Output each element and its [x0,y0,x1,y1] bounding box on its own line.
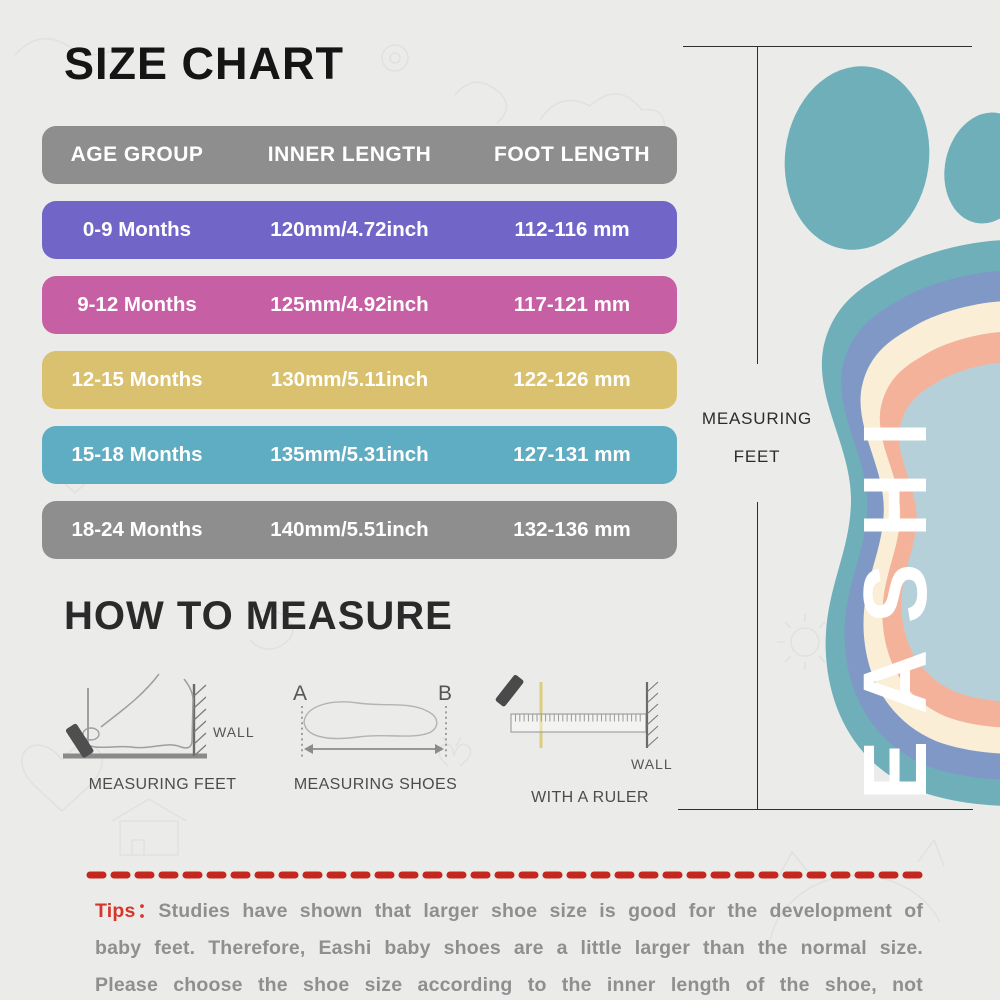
brand-text: EASHI [846,395,946,800]
measuring-feet-illustration: WALL MEASURING FEET [55,670,270,794]
tips-label: Tips： [95,900,159,922]
table-row: 12-15 Months 130mm/5.11inch 122-126 mm [42,351,677,409]
cell-inner: 135mm/5.31inch [270,443,429,466]
cell-age: 15-18 Months [71,443,203,466]
table-row: 9-12 Months 125mm/4.92inch 117-121 mm [42,276,677,334]
column-age-group: AGE GROUP [70,143,204,166]
cell-inner: 140mm/5.51inch [270,518,429,541]
measuring-shoes-label: MEASURING SHOES [293,776,458,793]
wall-label: WALL [213,724,255,740]
page-title: SIZE CHART [64,38,344,89]
tips-paragraph: Tips：Studies have shown that larger shoe… [95,893,923,1000]
column-foot-length: FOOT LENGTH [494,143,650,166]
measuring-shoes-drawing: A B [293,682,452,758]
measuring-feet-label: MEASURING FEET [88,776,237,793]
panel-border-top [683,46,972,48]
cell-age: 0-9 Months [82,218,192,241]
panel-border-bottom [678,809,973,811]
point-a-label: A [293,682,307,705]
table-row: 15-18 Months 135mm/5.31inch 127-131 mm [42,426,677,484]
with-a-ruler-illustration: WALL WITH A RULER [495,670,685,807]
cell-inner: 125mm/4.92inch [270,293,429,316]
cell-inner: 120mm/4.72inch [270,218,429,241]
cell-inner: 130mm/5.11inch [270,368,429,391]
measuring-shoes-illustration: A B MEASURING SHOES [288,670,463,794]
wall-label: WALL [631,756,673,772]
panel-border-left-upper [757,46,759,364]
cell-age: 18-24 Months [71,518,203,541]
cell-age: 12-15 Months [71,368,203,391]
cell-foot: 122-126 mm [513,368,631,391]
panel-measuring-feet-label: MEASURING FEET [692,400,822,476]
second-toe [944,112,1000,224]
dashed-divider [86,871,924,879]
pencil-icon [495,675,524,707]
panel-label-line2: FEET [733,447,781,466]
footprint-artwork: EASHI [784,66,1000,806]
point-b-label: B [438,682,452,705]
cell-foot: 117-121 mm [513,293,631,316]
how-to-measure-title: HOW TO MEASURE [64,594,453,638]
tips-text: Studies have shown that larger shoe size… [95,900,924,996]
cell-foot: 132-136 mm [513,518,631,541]
size-table: AGE GROUP INNER LENGTH FOOT LENGTH 0-9 M… [42,126,677,576]
pencil-icon [65,723,94,758]
measuring-feet-drawing: WALL [63,673,255,759]
with-a-ruler-label: WITH A RULER [531,789,649,806]
big-toe [784,66,930,250]
panel-label-line1: MEASURING [701,409,813,428]
cell-foot: 112-116 mm [514,218,630,241]
table-header-row: AGE GROUP INNER LENGTH FOOT LENGTH [42,126,677,184]
column-inner-length: INNER LENGTH [267,143,432,166]
cell-age: 9-12 Months [77,293,197,316]
panel-border-left-lower [757,502,759,809]
table-row: 0-9 Months 120mm/4.72inch 112-116 mm [42,201,677,259]
cell-foot: 127-131 mm [513,443,631,466]
ruler-drawing: WALL [495,675,673,772]
table-row: 18-24 Months 140mm/5.51inch 132-136 mm [42,501,677,559]
